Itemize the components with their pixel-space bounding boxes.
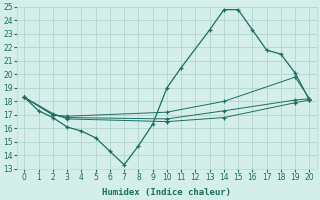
X-axis label: Humidex (Indice chaleur): Humidex (Indice chaleur) bbox=[102, 188, 231, 197]
